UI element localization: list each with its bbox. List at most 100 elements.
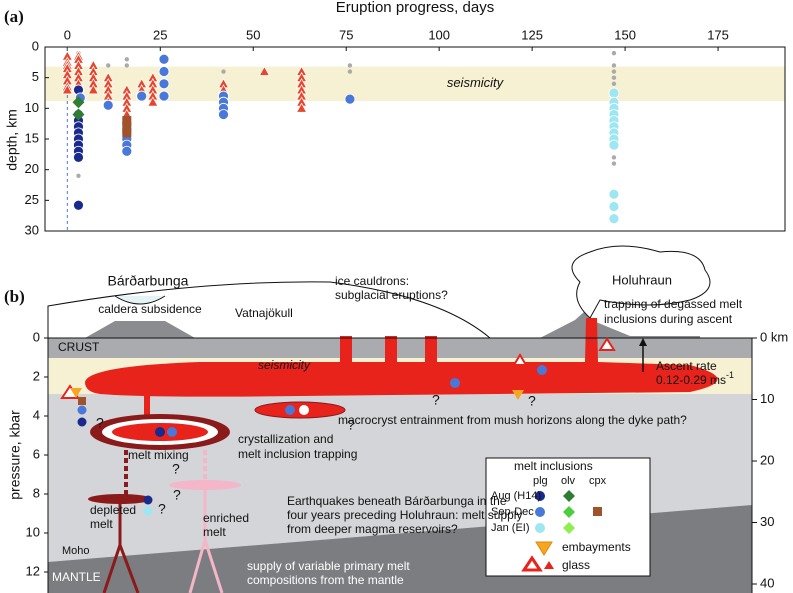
data-point — [344, 93, 356, 105]
vent-edifice — [540, 312, 700, 338]
x-tick-label: 25 — [153, 27, 167, 42]
data-point — [158, 53, 170, 65]
inclusion-symbol — [537, 365, 547, 375]
data-point — [73, 151, 84, 163]
inclusion-symbol — [450, 378, 460, 388]
label: caldera subsidence — [98, 302, 202, 316]
data-point — [221, 69, 226, 74]
glacier-outline — [47, 281, 491, 339]
x-tick-label: 125 — [521, 27, 543, 42]
label: trapping of degassed melt — [604, 297, 743, 311]
label: melt — [203, 525, 226, 539]
x-tick-label: 175 — [707, 27, 729, 42]
inclusion-symbol — [143, 495, 153, 505]
question-mark: ? — [432, 392, 440, 408]
legend-symbol — [563, 490, 575, 502]
label: depleted — [90, 503, 136, 517]
data-point — [72, 108, 85, 121]
data-point — [608, 188, 620, 200]
label: macrocryst entrainment from mush horizon… — [338, 413, 687, 427]
y2-tick-label: 0 km — [760, 329, 788, 344]
legend-symbol — [563, 522, 575, 534]
data-point — [611, 63, 617, 68]
data-point — [61, 84, 73, 95]
data-point — [73, 199, 84, 211]
data-point — [611, 81, 617, 87]
panel-label: (a) — [4, 7, 24, 26]
x-tick-label: 50 — [246, 27, 260, 42]
data-point — [124, 57, 130, 62]
label: 0.12-0.29 ms-1 — [656, 370, 734, 387]
data-point — [121, 145, 133, 157]
inclusion-symbol — [299, 405, 309, 415]
label: enriched — [203, 511, 249, 525]
label: Bárðarbunga — [108, 273, 189, 289]
legend-column: plg — [533, 475, 548, 487]
data-point — [611, 155, 617, 160]
x-tick-label: 0 — [64, 27, 71, 42]
legend-label: Aug (H14) — [491, 490, 541, 502]
legend-symbol — [544, 561, 554, 569]
data-point — [258, 65, 271, 76]
y-tick-label: 10 — [26, 524, 40, 539]
inclusion-symbol — [167, 427, 177, 437]
data-point — [147, 96, 159, 107]
panel-a: seismicity 0 25 50 75 100 125 150 175 0 5 10 15 20 25 3… — [25, 27, 786, 237]
data-point — [158, 90, 170, 102]
enriched-source — [169, 480, 241, 490]
data-point — [122, 128, 132, 138]
legend-label: embayments — [562, 540, 631, 554]
panel-b: (b) pressure, kbar Bárðarbunga caldera s… — [4, 245, 753, 593]
y2-tick-label: 30 — [760, 514, 774, 529]
y-tick-label: 10 — [25, 100, 39, 115]
label: -1 — [726, 370, 734, 380]
legend-column: cpx — [589, 475, 607, 487]
question-mark: ? — [347, 417, 355, 433]
dyke — [85, 318, 718, 397]
label: seismicity — [258, 358, 311, 372]
y2-tick-label: 10 — [760, 391, 774, 406]
legend-title: melt inclusions — [514, 459, 593, 473]
legend-symbol — [535, 541, 553, 556]
y-axis-title: depth, km — [4, 109, 20, 170]
data-point — [295, 102, 308, 113]
label: inclusions during ascent — [604, 312, 733, 326]
inclusion-symbol — [77, 405, 87, 415]
x-axis-title: Eruption progress, days — [336, 0, 494, 16]
legend-label: Sep-Dec — [491, 506, 534, 518]
label: supply of variable primary melt — [247, 559, 410, 573]
legend-label: Jan (EI) — [491, 522, 530, 534]
data-point — [158, 78, 170, 90]
label: 0.12-0.29 ms — [656, 373, 726, 387]
depleted-source — [88, 494, 152, 504]
data-point — [611, 69, 617, 74]
data-point — [136, 90, 148, 102]
y-tick-label: 6 — [33, 446, 40, 461]
depleted-roots — [102, 503, 140, 593]
data-point — [106, 63, 111, 68]
data-point — [611, 75, 617, 80]
label: Ascent rate — [656, 359, 717, 373]
label: Holuhraun — [612, 272, 672, 287]
data-point — [158, 66, 170, 77]
legend-symbol — [535, 491, 545, 501]
data-point — [347, 63, 353, 68]
y2-tick-label: 40 — [760, 575, 774, 590]
band-label: seismicity — [447, 75, 505, 90]
inclusion-symbol — [155, 427, 165, 437]
question-mark: ? — [96, 415, 104, 431]
label: Earthquakes beneath Bárðarbunga in the — [287, 494, 507, 508]
question-mark: ? — [173, 487, 181, 503]
data-point — [608, 139, 620, 151]
label: from deeper magma reservoirs? — [287, 522, 458, 536]
enriched-roots — [188, 489, 224, 593]
y-tick-label: 8 — [33, 485, 40, 500]
embayment-symbol — [70, 388, 82, 398]
y-tick-label: 30 — [25, 222, 39, 237]
y-tick-label: 2 — [33, 368, 40, 383]
panel-label: (b) — [4, 287, 25, 306]
x-tick-label: 100 — [428, 27, 450, 42]
data-point — [608, 201, 620, 212]
legend-symbol — [521, 555, 543, 572]
label: Vatnajökull — [235, 306, 293, 320]
